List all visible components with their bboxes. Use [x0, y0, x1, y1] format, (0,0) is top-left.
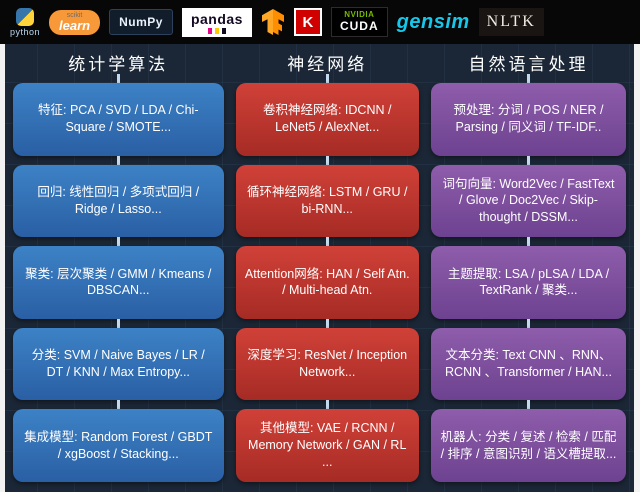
connector-line [325, 74, 329, 83]
connector-line [526, 155, 530, 165]
cuda-wordmark: CUDA [339, 18, 379, 33]
box-attention: Attention网络: HAN / Self Atn. / Multi-hea… [235, 246, 419, 319]
box-features: 特征: PCA / SVD / LDA / Chi-Square / SMOTE… [13, 83, 224, 156]
scikit-text: scikit [66, 11, 83, 19]
box-rnn: 循环神经网络: LSTM / GRU / bi-RNN... [235, 164, 419, 238]
connector-line [325, 400, 329, 410]
box-other-models: 其他模型: VAE / RCNN / Memory Network / GAN … [235, 409, 419, 482]
pandas-wordmark: pandas [190, 10, 243, 27]
gensim-wordmark: gensim [396, 10, 470, 33]
column-title-nlp: 自然语言处理 [468, 55, 589, 74]
connector-line [526, 318, 530, 328]
connector-line [116, 155, 120, 165]
connector-line [116, 237, 120, 247]
connector-line [526, 400, 530, 410]
box-embeddings: 词句向量: Word2Vec / FastText / Glove / Doc2… [430, 164, 626, 238]
left-white-border [0, 44, 5, 492]
nltk-logo: NLTK [478, 8, 544, 36]
connector-line [116, 318, 120, 328]
keras-k-icon: K [295, 10, 320, 34]
numpy-wordmark: NumPy [119, 15, 163, 29]
scikit-learn-logo: scikit learn [49, 9, 101, 35]
nvidia-cuda-logo: NVIDIA CUDA [330, 7, 388, 37]
connector-line [325, 237, 329, 247]
connector-line [325, 155, 329, 165]
columns-area: 统计学算法 特征: PCA / SVD / LDA / Chi-Square /… [5, 44, 634, 492]
box-ensemble: 集成模型: Random Forest / GBDT / xgBoost / S… [13, 409, 224, 482]
python-wordmark: python [10, 26, 41, 37]
column-statistics: 统计学算法 特征: PCA / SVD / LDA / Chi-Square /… [13, 48, 224, 482]
logo-bar: python scikit learn NumPy pandas K NVIDI… [0, 0, 640, 44]
box-chatbot: 机器人: 分类 / 复述 / 检索 / 匹配 / 排序 / 意图识别 / 语义槽… [430, 409, 626, 482]
column-title-neural-networks: 神经网络 [287, 55, 368, 74]
python-logo: python [10, 7, 41, 37]
nltk-wordmark: NLTK [486, 13, 536, 30]
learn-text: learn [59, 17, 91, 33]
box-topic-extraction: 主题提取: LSA / pLSA / LDA / TextRank / 聚类..… [430, 246, 626, 319]
box-cnn: 卷积神经网络: IDCNN / LeNet5 / AlexNet... [235, 83, 419, 156]
gensim-logo: gensim [397, 11, 470, 34]
keras-logo: K [293, 8, 322, 36]
connector-line [526, 74, 530, 83]
connector-line [526, 237, 530, 247]
right-white-border [634, 44, 640, 492]
column-nlp: 自然语言处理 预处理: 分词 / POS / NER / Parsing / 同… [430, 48, 626, 482]
box-text-classification: 文本分类: Text CNN 、RNN、RCNN 、Transformer / … [430, 327, 626, 401]
pandas-logo: pandas [181, 7, 252, 37]
box-clustering: 聚类: 层次聚类 / GMM / Kmeans / DBSCAN... [13, 246, 224, 319]
python-snakes-icon [16, 7, 35, 26]
box-classification: 分类: SVM / Naive Bayes / LR / DT / KNN / … [13, 327, 224, 401]
tensorflow-logo [261, 9, 285, 35]
connector-line [116, 400, 120, 410]
column-neural-networks: 神经网络 卷积神经网络: IDCNN / LeNet5 / AlexNet...… [235, 48, 419, 482]
connector-line [325, 318, 329, 328]
nvidia-wordmark: NVIDIA [344, 10, 375, 19]
box-preprocessing: 预处理: 分词 / POS / NER / Parsing / 同义词 / TF… [430, 83, 626, 156]
numpy-logo: NumPy [109, 9, 173, 35]
box-regression: 回归: 线性回归 / 多项式回归 / Ridge / Lasso... [13, 164, 224, 238]
pandas-bars-icon [207, 27, 226, 34]
connector-line [116, 74, 120, 83]
column-title-statistics: 统计学算法 [68, 55, 169, 74]
box-deep-learning: 深度学习: ResNet / Inception Network... [235, 327, 419, 401]
tensorflow-tf-icon [261, 9, 284, 35]
